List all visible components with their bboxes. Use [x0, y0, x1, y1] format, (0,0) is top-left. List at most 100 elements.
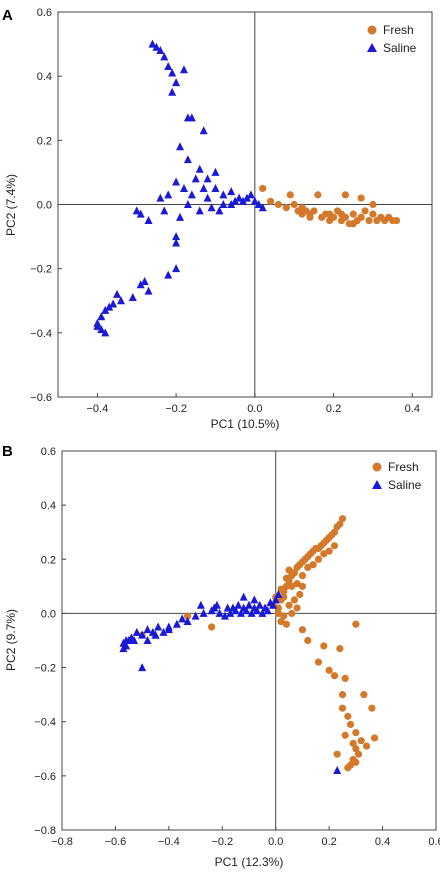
- panel-b-fresh-point: [208, 623, 216, 631]
- panel-a-saline-point: [235, 193, 244, 202]
- panel-b-y-tick-label: −0.6: [34, 771, 56, 783]
- panel-a-saline-point: [144, 286, 153, 295]
- panel-b-saline-point: [178, 614, 187, 623]
- panel-a-saline-point: [211, 183, 220, 192]
- panel-a-saline-point: [176, 142, 185, 151]
- panel-b-saline-point: [271, 595, 280, 604]
- panel-a-saline-point: [179, 65, 188, 74]
- panel-a-legend-fresh-label: Fresh: [383, 23, 414, 37]
- panel-a-fresh-point: [337, 210, 346, 218]
- panel-a-saline-point: [179, 183, 188, 192]
- panel-b-fresh-point: [298, 582, 307, 590]
- panel-b-fresh-point: [298, 571, 307, 580]
- panel-b-saline-point: [242, 606, 251, 615]
- panel-b-y-tick-label: −0.2: [34, 663, 56, 675]
- panel-b-legend: Fresh Saline: [372, 460, 422, 492]
- panel-a-saline-point: [172, 78, 181, 87]
- panel-b-ticks: −0.8 −0.6 −0.4 −0.2 0.0 0.2 0.4 0.6 −0.8 −0.6 −0.4…: [34, 446, 440, 848]
- panel-a-saline-point: [116, 296, 125, 305]
- panel-a-saline-point: [183, 200, 192, 208]
- panel-a-y-tick-label: 0.4: [37, 71, 52, 83]
- panel-b-saline-point: [138, 630, 147, 639]
- panel-b-fresh-point: [304, 636, 312, 645]
- panel-a-fresh-point: [357, 194, 365, 202]
- panel-a-saline-point: [203, 193, 212, 202]
- panel-a-saline-point: [156, 193, 165, 202]
- panel-b-fresh-point: [274, 609, 282, 618]
- panel-b-fresh-point: [325, 666, 333, 674]
- panel-a-fresh-point: [274, 200, 283, 209]
- panel-a-saline-point: [136, 280, 145, 289]
- panel-a-saline-point: [199, 126, 208, 135]
- panel-b-x-tick-label: −0.8: [51, 836, 73, 848]
- panel-a-saline-point: [97, 312, 106, 321]
- panel-a-saline-point: [105, 302, 114, 311]
- panel-a-x-tick-label: 0.2: [326, 403, 341, 415]
- panel-b-y-axis-label: PC2 (9.7%): [4, 609, 18, 671]
- panel-a-saline-point: [219, 190, 228, 199]
- panel-a-y-tick-label: 0.2: [37, 135, 52, 147]
- panel-b-fresh-point: [368, 704, 376, 712]
- panel-b-scatter-chart: B −0.8−0.6−0.4−0.20.00.20.40.6−0.8−0.6−0…: [2, 443, 440, 869]
- panel-b-saline-point: [234, 600, 243, 609]
- panel-a-saline-point: [93, 321, 102, 330]
- panel-a-fresh-point: [290, 200, 298, 209]
- panel-b-fresh-point: [304, 563, 312, 572]
- panel-a-fresh-point: [314, 191, 322, 199]
- panel-a-saline-point: [215, 206, 224, 215]
- panel-a-saline-point: [219, 200, 228, 208]
- panel-a-saline-point: [128, 293, 137, 302]
- panel-b-fresh-point: [290, 596, 299, 604]
- panel-a-saline-point: [168, 87, 177, 96]
- panel-a-saline-point: [160, 52, 169, 61]
- panel-b-saline-point: [138, 663, 147, 672]
- panel-b-fresh-point: [280, 612, 288, 620]
- panel-a-ticks: −0.4 −0.2 0.0 0.2 0.4 −0.6 −0.4 −0.2 0.0 0.2 0.4 0.…: [30, 7, 420, 415]
- panel-a-x-axis-label: PC1 (10.5%): [211, 417, 280, 431]
- panel-b-fresh-point: [360, 691, 368, 699]
- panel-a-fresh-point: [259, 184, 267, 193]
- panel-b-saline-point: [215, 608, 224, 617]
- panel-a-saline-point: [187, 190, 196, 199]
- panel-b-fresh-point: [314, 555, 323, 563]
- panel-a-saline-point: [172, 177, 181, 186]
- panel-b-x-tick-label: 0.2: [321, 836, 336, 848]
- panel-a-y-tick-label: 0.0: [37, 200, 52, 212]
- panel-a-saline-point: [172, 264, 181, 273]
- panel-a-saline-point: [160, 206, 169, 215]
- panel-b-fresh-point: [285, 601, 293, 609]
- panel-a-saline-point: [172, 238, 181, 247]
- panel-a-y-tick-label: −0.6: [30, 392, 52, 404]
- panel-a-saline-point: [199, 183, 208, 192]
- panel-a-saline-point: [183, 155, 192, 164]
- panel-b-points: [119, 515, 379, 774]
- panel-a-saline-point: [207, 203, 216, 212]
- panel-b-fresh-point: [352, 745, 360, 753]
- panel-b-fresh-point: [344, 764, 352, 772]
- panel-a-fresh-point: [286, 191, 294, 199]
- panel-a-saline-point: [203, 174, 212, 183]
- panel-b-fresh-point: [330, 542, 339, 550]
- panel-b-fresh-point: [277, 617, 285, 626]
- panel-a-saline-point: [113, 289, 122, 298]
- panel-a-x-tick-label: −0.4: [87, 403, 109, 415]
- panel-a-points: [93, 39, 401, 337]
- panel-b-saline-point: [263, 606, 272, 615]
- panel-a-y-axis-label: PC2 (7.4%): [4, 174, 18, 236]
- panel-a-saline-point: [191, 174, 200, 183]
- panel-a-legend-saline-label: Saline: [383, 41, 417, 55]
- panel-a-saline-point: [211, 167, 220, 176]
- panel-a-saline-point: [187, 113, 196, 122]
- panel-a-legend-fresh-marker: [367, 25, 377, 35]
- panel-b-x-tick-label: −0.4: [158, 836, 180, 848]
- panel-b-saline-point: [159, 627, 168, 636]
- panel-b-legend-saline-label: Saline: [388, 478, 422, 492]
- panel-b-y-tick-label: 0.6: [41, 446, 56, 458]
- panel-b-saline-point: [274, 589, 283, 598]
- panel-a-fresh-point: [282, 204, 290, 212]
- panel-b-fresh-point: [338, 704, 347, 712]
- panel-a-saline-point: [258, 203, 267, 212]
- panel-a-saline-point: [254, 200, 263, 208]
- panel-b-legend-saline-marker: [372, 480, 382, 489]
